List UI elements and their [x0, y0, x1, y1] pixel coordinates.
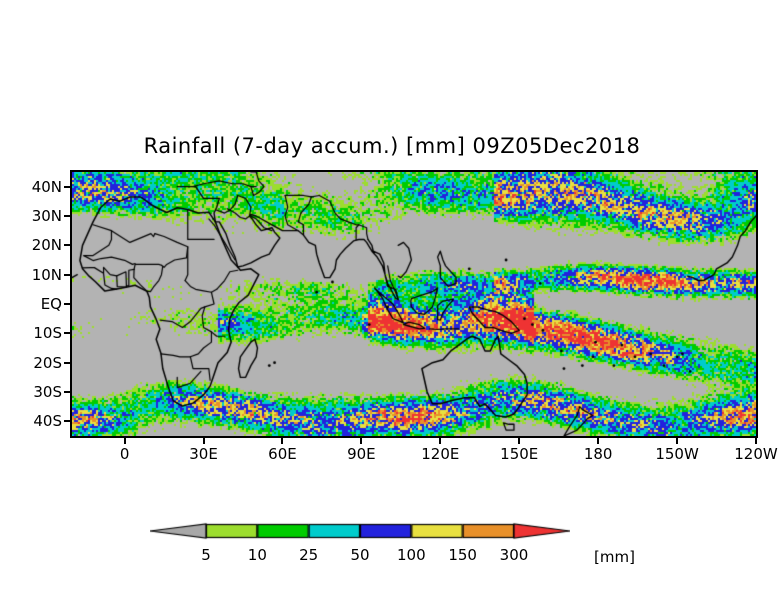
- colorbar-tick-label: 100: [397, 546, 426, 564]
- x-axis-tick-mark: [755, 438, 757, 444]
- x-axis-tick-label: 150W: [655, 445, 699, 463]
- colorbar-tick-label: 300: [499, 546, 529, 564]
- x-axis-tick-label: 30E: [189, 445, 218, 463]
- y-axis-tick-mark: [64, 303, 70, 305]
- y-axis-tick-mark: [64, 185, 70, 188]
- x-axis-tick-label: 120W: [734, 445, 778, 463]
- y-axis-tick-mark: [64, 273, 70, 276]
- x-axis-tick-mark: [360, 438, 363, 444]
- colorbar-swatches: [150, 520, 570, 546]
- x-axis-tick-label: 90E: [347, 445, 376, 463]
- x-axis-tick-label: 60E: [268, 445, 297, 463]
- page-title: Rainfall (7-day accum.) [mm] 09Z05Dec201…: [143, 134, 641, 158]
- x-axis-tick-mark: [123, 438, 126, 444]
- colorbar-tick-label: 50: [350, 546, 370, 564]
- x-axis-tick-mark: [439, 438, 442, 444]
- x-axis-tick-label: 0: [119, 445, 130, 463]
- y-axis-tick-label: EQ: [40, 295, 62, 313]
- y-axis-tick-label: 20S: [33, 353, 62, 372]
- y-axis-tick-mark: [64, 244, 70, 247]
- colorbar-tick-label: 5: [201, 546, 211, 564]
- colorbar-tick-label: 10: [247, 546, 267, 564]
- colorbar-tick-label: 150: [448, 546, 477, 564]
- x-axis-tick-mark: [676, 438, 679, 444]
- y-axis-tick-mark: [64, 361, 70, 364]
- map-plot-area[interactable]: [70, 170, 758, 438]
- y-axis-tick-label: 40N: [31, 177, 62, 196]
- x-axis-tick-label: 180: [583, 445, 613, 463]
- y-axis-tick-label: 20N: [31, 236, 62, 255]
- rainfall-raster: [72, 172, 756, 436]
- x-axis-tick-label: 150E: [500, 445, 539, 463]
- x-axis-tick-label: 120E: [421, 445, 460, 463]
- colorbar-tick-label: 25: [299, 546, 319, 564]
- y-axis-tick-mark: [64, 391, 70, 393]
- y-axis-tick-label: 40S: [33, 412, 62, 431]
- x-axis-tick-mark: [281, 438, 284, 444]
- y-axis-tick-label: 10N: [31, 265, 62, 284]
- y-axis-tick-mark: [64, 420, 70, 423]
- x-axis-tick-mark: [202, 438, 205, 444]
- y-axis-tick-mark: [64, 332, 70, 335]
- colorbar[interactable]: [mm] 5 10 25 50 100 150 300: [0, 520, 784, 580]
- colorbar-unit-label: [mm]: [594, 548, 635, 566]
- y-axis-tick-mark: [64, 215, 70, 217]
- x-axis-tick-mark: [597, 438, 600, 444]
- y-axis-tick-label: 30S: [33, 383, 62, 401]
- x-axis-tick-mark: [518, 438, 521, 444]
- y-axis-tick-label: 10S: [33, 324, 62, 343]
- y-axis-tick-label: 30N: [31, 207, 62, 225]
